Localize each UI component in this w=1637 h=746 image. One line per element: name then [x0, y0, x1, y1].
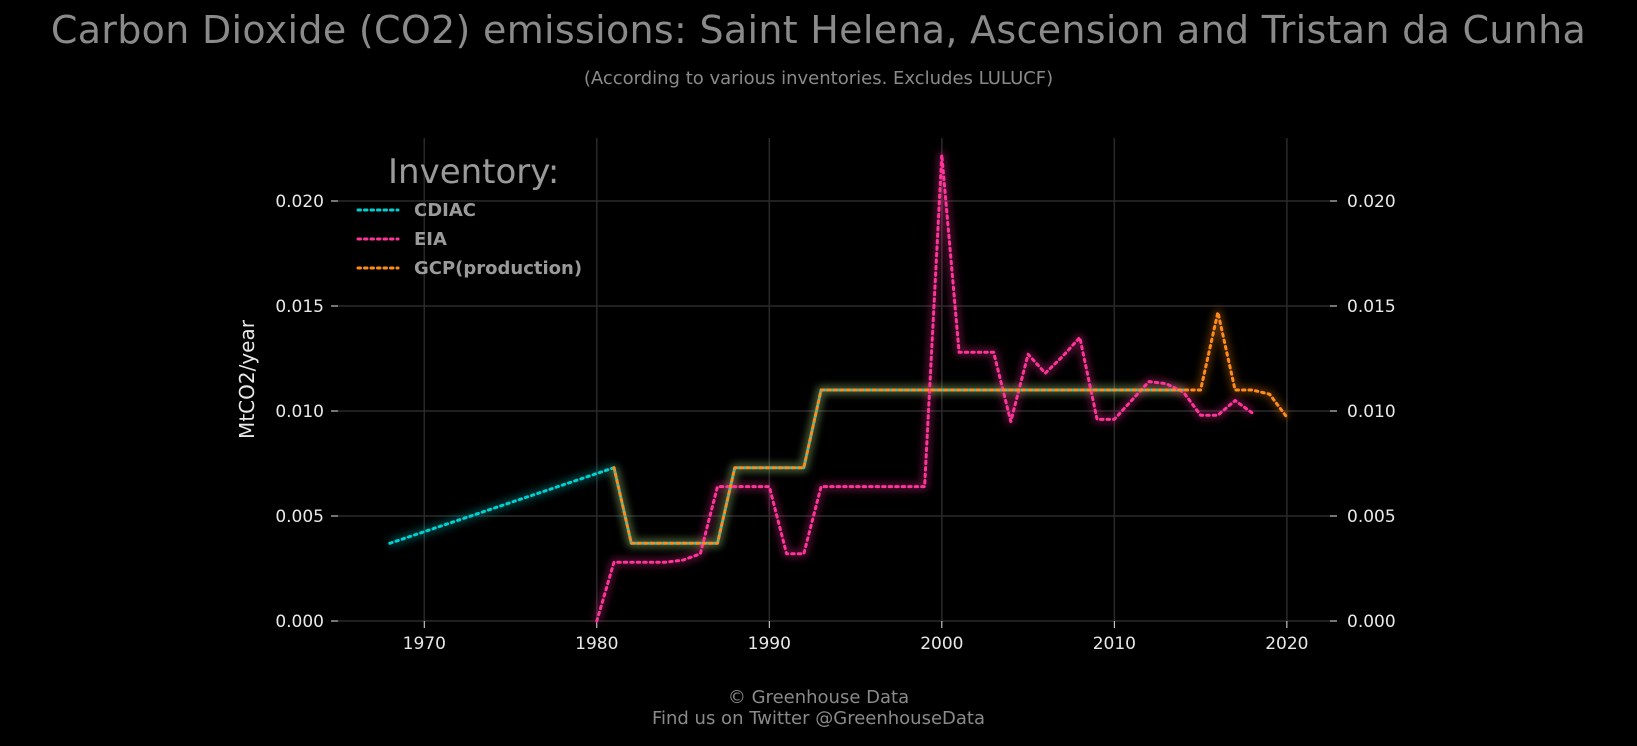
y-axis-label: MtCO2/year	[235, 319, 259, 439]
x-tick-label: 2000	[920, 634, 963, 654]
x-tick-label: 2010	[1093, 634, 1136, 654]
footer-twitter: Find us on Twitter @GreenhouseData	[651, 708, 986, 729]
series-lines	[388, 151, 1290, 623]
x-tick-label: 1990	[748, 634, 791, 654]
y-tick-label-right: 0.010	[1347, 402, 1396, 422]
y-tick-label-left: 0.005	[275, 507, 324, 527]
y-tick-label-right: 0.005	[1347, 507, 1396, 527]
y-tick-label-right: 0.020	[1347, 192, 1396, 212]
y-tick-label-left: 0.010	[275, 402, 324, 422]
legend-entry: GCP(production)	[414, 258, 582, 279]
series-line	[595, 153, 1254, 623]
axes: 1970 1980 1990 2000 2010 2020 0.000 0.000 0.005 0…	[275, 192, 1395, 654]
grid	[338, 138, 1330, 622]
x-tick-label: 1970	[403, 634, 446, 654]
y-tick-label-left: 0.000	[275, 612, 324, 632]
y-tick-label-right: 0.015	[1347, 297, 1396, 317]
y-tick-label-right: 0.000	[1347, 612, 1396, 632]
legend: Inventory: CDIAC EIA GCP(production)	[356, 152, 582, 279]
y-tick-label-left: 0.020	[275, 192, 324, 212]
chart-subtitle: (According to various inventories. Exclu…	[583, 68, 1054, 89]
series-line	[612, 310, 1289, 545]
y-tick-label-left: 0.015	[275, 297, 324, 317]
x-tick-label: 1980	[575, 634, 618, 654]
chart-title: Carbon Dioxide (CO2) emissions: Saint He…	[50, 8, 1587, 52]
legend-entry: EIA	[414, 229, 447, 250]
legend-entry: CDIAC	[414, 200, 476, 221]
footer-copyright: © Greenhouse Data	[727, 687, 910, 708]
x-tick-label: 2020	[1265, 634, 1308, 654]
legend-title: Inventory:	[388, 152, 559, 192]
